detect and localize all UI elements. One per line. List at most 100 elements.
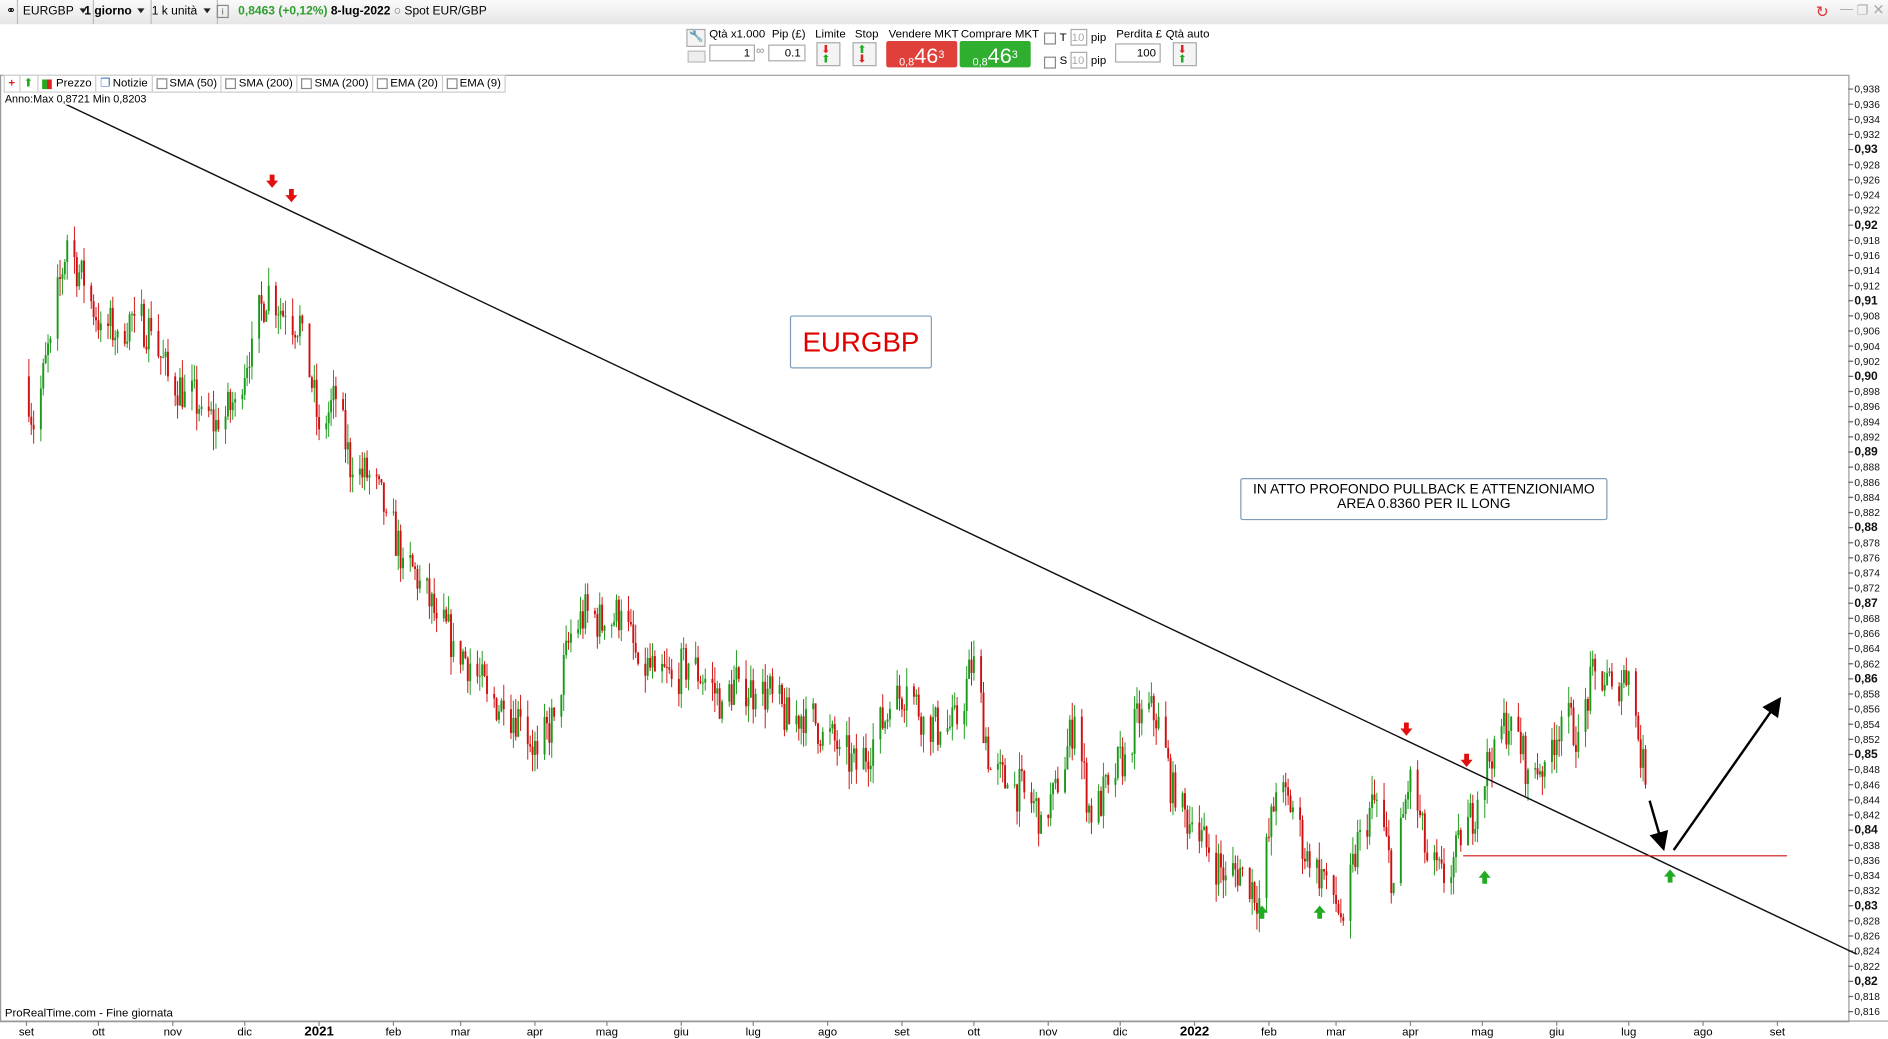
restore-button[interactable]: ❐: [1856, 3, 1869, 19]
candle-up: [579, 611, 582, 630]
timeframe-dropdown[interactable]: 1 giorno: [78, 0, 153, 25]
candle-down: [1419, 810, 1421, 816]
minimize-button[interactable]: —: [1839, 2, 1854, 17]
indicator-sma-200-b[interactable]: SMA (200): [298, 75, 374, 92]
qty-input[interactable]: 1: [709, 44, 755, 62]
candle-up: [1510, 716, 1513, 731]
arrow-up-button[interactable]: ⬆: [20, 75, 38, 92]
candle-down: [174, 376, 177, 396]
candle-up: [313, 379, 316, 388]
candle-down: [150, 317, 153, 332]
candle-up: [984, 736, 987, 744]
candle-up: [661, 663, 664, 672]
candle-up: [1114, 778, 1117, 785]
order-toolbar: 🔧 Qtà x1.000 1 ∞ Pip (£) 0.1 Limite ⬇ ⬆ S…: [0, 24, 1888, 75]
candle-up: [140, 303, 143, 316]
candle-down: [107, 323, 109, 326]
candle-down: [301, 315, 304, 324]
candle-up: [778, 684, 781, 694]
stop-order-button[interactable]: ⬆ ⬇: [852, 42, 877, 67]
t-unit: pip: [1090, 31, 1107, 45]
t-checkbox[interactable]: [1043, 32, 1056, 45]
candle-up: [214, 420, 217, 432]
candle-up: [1148, 703, 1150, 710]
candle-up: [78, 272, 81, 287]
candle-up: [1102, 776, 1105, 816]
candle-up: [1589, 666, 1592, 711]
info-icon[interactable]: i: [216, 4, 229, 19]
candle-down: [229, 391, 232, 411]
candle-up: [1550, 739, 1553, 763]
candle-up: [1191, 822, 1194, 825]
candle-down: [294, 334, 297, 338]
candle-up: [99, 323, 102, 331]
candle-down: [375, 474, 378, 477]
y-tick-label: 0,852: [1854, 735, 1880, 746]
candle-up: [1013, 784, 1016, 786]
indicator-ema-20[interactable]: EMA (20): [373, 75, 443, 92]
indicator-sma-200[interactable]: SMA (200): [222, 75, 298, 92]
candle-up: [1224, 875, 1227, 881]
comment-note[interactable]: IN ATTO PROFONDO PULLBACK E ATTENZIONIAM…: [1240, 478, 1608, 521]
link-icon[interactable]: ⚭: [0, 0, 19, 25]
candle-up: [325, 423, 328, 430]
candle-down: [1488, 751, 1491, 762]
candle-up: [850, 753, 853, 772]
candle-up: [1239, 867, 1242, 886]
t-pip-input[interactable]: 10: [1070, 28, 1088, 46]
candle-up: [1467, 817, 1469, 846]
s-checkbox[interactable]: [1043, 56, 1056, 69]
auto-qty-button[interactable]: ⬇ ⬆: [1172, 42, 1197, 67]
candle-up: [1073, 716, 1076, 749]
candle-up: [418, 580, 421, 589]
indicator-sma-50[interactable]: SMA (50): [153, 75, 222, 92]
checkbox[interactable]: [156, 78, 167, 90]
candle-down: [797, 715, 800, 729]
candle-up: [1131, 753, 1134, 755]
sell-signal-arrow-icon: [285, 189, 298, 203]
candle-up: [1503, 712, 1505, 727]
candle-down: [634, 643, 637, 653]
refresh-icon[interactable]: ↻: [1815, 2, 1829, 21]
indicator-label: SMA (50): [169, 77, 218, 91]
data-source-label: ProRealTime.com - Fine giornata: [4, 1006, 173, 1020]
candle-down: [83, 260, 85, 286]
candle-down: [545, 716, 548, 724]
limit-order-button[interactable]: ⬇ ⬆: [816, 42, 841, 67]
candle-down: [783, 703, 786, 730]
wrench-icon[interactable]: 🔧: [686, 28, 706, 47]
candle-down: [1121, 746, 1124, 777]
candle-up: [1500, 726, 1503, 740]
candle-down: [1186, 809, 1189, 834]
pip-input[interactable]: 0.1: [768, 44, 806, 62]
candle-up: [577, 629, 580, 634]
sell-market-button[interactable]: 0,8463: [886, 40, 958, 68]
symbol-label: EURGBP: [22, 4, 74, 19]
units-dropdown[interactable]: 1 k unità: [146, 0, 218, 25]
indicator-news[interactable]: ❐ Notizie: [96, 75, 153, 92]
candle-up: [241, 394, 244, 400]
candle-up: [853, 748, 855, 754]
indicator-ema-9[interactable]: EMA (9): [443, 76, 505, 92]
candle-down: [143, 303, 145, 347]
checkbox[interactable]: [446, 78, 458, 90]
chain-link-icon[interactable]: ∞: [756, 44, 765, 58]
candle-down: [310, 377, 313, 388]
checkbox[interactable]: [301, 78, 313, 90]
close-button[interactable]: ✕: [1872, 1, 1885, 19]
checkbox[interactable]: [225, 78, 237, 90]
keyboard-icon[interactable]: [687, 50, 706, 63]
chart-title-note[interactable]: EURGBP: [789, 315, 932, 369]
candle-down: [817, 723, 819, 744]
loss-input[interactable]: 100: [1114, 43, 1161, 63]
price-chart[interactable]: 0,8160,8180,820,8220,8240,8260,8280,830,…: [0, 74, 1888, 1039]
candle-up: [265, 310, 268, 322]
indicator-price[interactable]: Prezzo: [38, 75, 97, 92]
candle-up: [277, 314, 280, 316]
s-pip-input[interactable]: 10: [1070, 51, 1088, 69]
candle-up: [1116, 746, 1119, 778]
buy-market-button[interactable]: 0,8463: [959, 40, 1031, 68]
symbol-dropdown[interactable]: EURGBP: [17, 0, 95, 25]
add-indicator-button[interactable]: +: [5, 75, 20, 92]
checkbox[interactable]: [376, 78, 388, 90]
